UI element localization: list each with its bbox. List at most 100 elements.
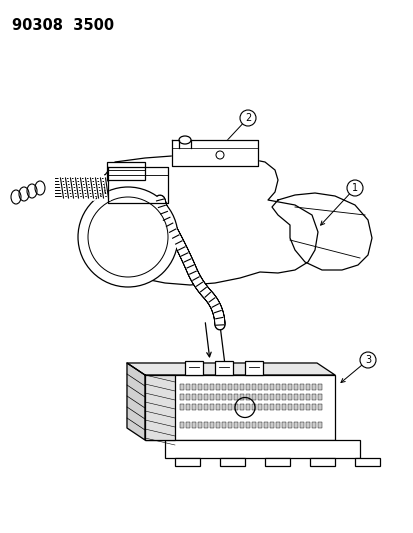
Bar <box>228 422 231 428</box>
Bar <box>219 458 244 466</box>
Bar <box>263 394 267 400</box>
Bar <box>257 394 261 400</box>
Bar <box>192 394 195 400</box>
Bar <box>221 422 225 428</box>
Bar <box>299 404 303 410</box>
Bar <box>305 384 309 390</box>
Bar <box>245 422 249 428</box>
Bar <box>240 394 243 400</box>
Bar <box>317 422 321 428</box>
Text: 3: 3 <box>364 355 370 365</box>
Text: 1: 1 <box>351 183 357 193</box>
Ellipse shape <box>178 136 190 144</box>
Bar <box>275 404 279 410</box>
Circle shape <box>346 180 362 196</box>
Bar <box>281 422 285 428</box>
Bar <box>216 394 219 400</box>
Bar <box>252 404 255 410</box>
Bar <box>252 422 255 428</box>
Bar <box>245 394 249 400</box>
Bar <box>354 458 379 466</box>
Bar <box>192 404 195 410</box>
Polygon shape <box>99 155 317 285</box>
Bar <box>275 384 279 390</box>
Bar <box>269 422 273 428</box>
Bar <box>240 404 243 410</box>
Circle shape <box>359 352 375 368</box>
Bar <box>252 394 255 400</box>
Bar <box>180 422 183 428</box>
Bar <box>145 375 175 440</box>
Bar <box>240 384 243 390</box>
Bar <box>264 458 289 466</box>
Bar <box>204 384 207 390</box>
Bar <box>311 394 315 400</box>
Bar <box>233 384 237 390</box>
Bar <box>275 394 279 400</box>
Bar <box>192 422 195 428</box>
Bar <box>185 384 190 390</box>
Bar <box>263 404 267 410</box>
Bar <box>180 394 183 400</box>
Bar <box>216 422 219 428</box>
Polygon shape <box>171 140 257 166</box>
Bar <box>305 422 309 428</box>
Circle shape <box>78 187 178 287</box>
Bar <box>221 404 225 410</box>
Polygon shape <box>127 363 334 375</box>
Bar <box>165 440 359 458</box>
Bar <box>257 422 261 428</box>
Bar <box>204 394 207 400</box>
Bar <box>221 384 225 390</box>
Bar <box>305 404 309 410</box>
Bar <box>287 404 291 410</box>
Bar <box>192 384 195 390</box>
Bar <box>209 404 214 410</box>
Bar <box>216 404 219 410</box>
Bar <box>311 422 315 428</box>
Bar <box>221 394 225 400</box>
Bar <box>317 404 321 410</box>
Bar <box>269 384 273 390</box>
Bar <box>180 384 183 390</box>
Bar <box>197 384 202 390</box>
Bar <box>209 394 214 400</box>
Bar <box>287 384 291 390</box>
Bar <box>263 422 267 428</box>
Bar <box>107 162 145 180</box>
Bar <box>317 394 321 400</box>
Bar <box>228 394 231 400</box>
Bar <box>228 404 231 410</box>
Bar <box>299 422 303 428</box>
Bar <box>281 394 285 400</box>
Bar <box>185 404 190 410</box>
Bar <box>311 384 315 390</box>
Bar <box>245 404 249 410</box>
Bar <box>269 394 273 400</box>
Bar <box>281 384 285 390</box>
Bar <box>240 422 243 428</box>
Bar <box>233 394 237 400</box>
Bar <box>233 422 237 428</box>
Bar <box>209 384 214 390</box>
Polygon shape <box>271 193 371 270</box>
Bar <box>233 404 237 410</box>
Bar <box>216 384 219 390</box>
Bar <box>293 422 297 428</box>
Bar <box>257 404 261 410</box>
Bar <box>204 422 207 428</box>
Bar <box>287 422 291 428</box>
Bar <box>309 458 334 466</box>
Bar <box>175 458 199 466</box>
Text: 90308  3500: 90308 3500 <box>12 18 114 33</box>
Bar <box>263 384 267 390</box>
Bar <box>214 361 233 375</box>
Bar <box>185 361 202 375</box>
Bar <box>204 404 207 410</box>
Bar <box>244 361 262 375</box>
Bar <box>185 394 190 400</box>
Bar <box>293 404 297 410</box>
Bar <box>245 384 249 390</box>
Bar <box>287 394 291 400</box>
Bar <box>275 422 279 428</box>
